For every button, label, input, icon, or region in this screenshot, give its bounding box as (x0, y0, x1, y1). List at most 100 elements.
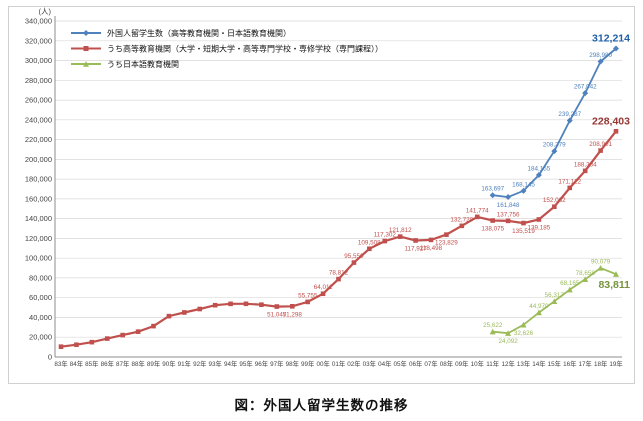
svg-text:85年: 85年 (85, 359, 98, 368)
svg-text:02年: 02年 (347, 359, 360, 368)
y-axis-unit: (人) (39, 7, 52, 16)
svg-text:16年: 16年 (563, 359, 576, 368)
svg-text:200,000: 200,000 (25, 155, 52, 164)
svg-text:98年: 98年 (286, 359, 299, 368)
svg-text:68,165: 68,165 (560, 280, 580, 287)
x-axis-labels: 83年 84年 85年 86年 87年 88年 89年 90年 91年 92年 93年 94年 95年 9… (54, 359, 622, 368)
series-total: 163,697 161,848 168,145 184,155 208,379 239,2… (481, 33, 630, 210)
svg-text:24,092: 24,092 (498, 338, 518, 345)
svg-text:95,550: 95,550 (344, 253, 364, 260)
svg-text:89年: 89年 (147, 359, 160, 368)
svg-text:117,302: 117,302 (374, 232, 397, 239)
svg-text:135,519: 135,519 (512, 228, 535, 235)
svg-text:10年: 10年 (471, 359, 484, 368)
svg-text:25,622: 25,622 (483, 322, 503, 329)
svg-text:93年: 93年 (209, 359, 222, 368)
svg-text:03年: 03年 (363, 359, 376, 368)
svg-text:60,000: 60,000 (29, 293, 52, 302)
svg-text:06年: 06年 (409, 359, 422, 368)
svg-text:139,185: 139,185 (528, 225, 551, 232)
svg-text:123,829: 123,829 (435, 240, 458, 247)
gridlines (55, 20, 622, 358)
svg-text:260,000: 260,000 (25, 96, 52, 105)
svg-text:04年: 04年 (378, 359, 391, 368)
svg-text:95年: 95年 (239, 359, 252, 368)
svg-text:17年: 17年 (579, 359, 592, 368)
svg-text:20,000: 20,000 (29, 333, 52, 342)
svg-text:161,848: 161,848 (497, 202, 520, 209)
svg-text:132,720: 132,720 (450, 216, 473, 223)
svg-text:92年: 92年 (193, 359, 206, 368)
svg-text:99年: 99年 (301, 359, 314, 368)
svg-text:109,508: 109,508 (358, 239, 381, 246)
svg-text:90,079: 90,079 (591, 259, 611, 266)
svg-text:0: 0 (48, 353, 52, 362)
end-value-label: 312,214 (592, 33, 630, 45)
svg-text:07年: 07年 (424, 359, 437, 368)
svg-text:18年: 18年 (594, 359, 607, 368)
svg-text:32,626: 32,626 (514, 330, 534, 337)
svg-text:184,155: 184,155 (528, 166, 551, 173)
svg-text:78,658: 78,658 (576, 270, 596, 277)
svg-text:78,812: 78,812 (329, 270, 349, 277)
svg-text:01年: 01年 (332, 359, 345, 368)
svg-text:87年: 87年 (116, 359, 129, 368)
svg-text:91年: 91年 (178, 359, 191, 368)
svg-text:340,000: 340,000 (25, 17, 52, 26)
svg-text:12年: 12年 (501, 359, 514, 368)
svg-text:117,927: 117,927 (404, 246, 427, 253)
svg-text:168,145: 168,145 (512, 181, 535, 188)
svg-text:100,000: 100,000 (25, 254, 52, 263)
svg-text:121,812: 121,812 (389, 227, 412, 234)
end-value-label: 228,403 (592, 115, 630, 127)
svg-text:08年: 08年 (440, 359, 453, 368)
svg-text:152,062: 152,062 (543, 197, 566, 204)
svg-text:88年: 88年 (131, 359, 144, 368)
svg-text:300,000: 300,000 (25, 56, 52, 65)
svg-text:55,755: 55,755 (298, 292, 318, 299)
svg-text:208,901: 208,901 (589, 141, 612, 148)
svg-text:11年: 11年 (486, 359, 499, 368)
svg-text:83年: 83年 (54, 359, 67, 368)
svg-text:188,384: 188,384 (574, 161, 597, 168)
svg-text:180,000: 180,000 (25, 175, 52, 184)
chart-area: 0 20,000 40,000 60,000 80,000 100,000 120,000 1… (8, 6, 635, 384)
svg-text:160,000: 160,000 (25, 194, 52, 203)
svg-text:うち高等教育機関（大学・短期大学・高等専門学校・専修学校（専: うち高等教育機関（大学・短期大学・高等専門学校・専修学校（専門課程）） (107, 43, 383, 53)
svg-text:84年: 84年 (70, 359, 83, 368)
svg-text:220,000: 220,000 (25, 135, 52, 144)
svg-text:90年: 90年 (162, 359, 175, 368)
svg-text:118,498: 118,498 (420, 245, 443, 252)
y-axis-labels: 0 20,000 40,000 60,000 80,000 100,000 120,000 1… (25, 17, 52, 362)
svg-text:51,047: 51,047 (267, 312, 287, 319)
svg-text:うち日本語教育機関: うち日本語教育機関 (107, 59, 179, 69)
svg-text:05年: 05年 (394, 359, 407, 368)
svg-text:94年: 94年 (224, 359, 237, 368)
svg-text:141,774: 141,774 (466, 207, 489, 214)
svg-text:09年: 09年 (455, 359, 468, 368)
svg-text:56,317: 56,317 (545, 292, 565, 299)
svg-text:280,000: 280,000 (25, 76, 52, 85)
svg-text:171,122: 171,122 (558, 178, 581, 185)
svg-text:14年: 14年 (532, 359, 545, 368)
svg-text:120,000: 120,000 (25, 234, 52, 243)
svg-text:97年: 97年 (270, 359, 283, 368)
svg-text:51,298: 51,298 (283, 311, 303, 318)
svg-text:137,756: 137,756 (497, 211, 520, 218)
svg-text:163,697: 163,697 (481, 186, 504, 193)
svg-text:298,980: 298,980 (589, 52, 612, 59)
end-value-label: 83,811 (598, 279, 630, 291)
svg-text:208,379: 208,379 (543, 142, 566, 149)
svg-text:267,042: 267,042 (574, 84, 597, 91)
svg-text:86年: 86年 (101, 359, 114, 368)
svg-text:40,000: 40,000 (29, 313, 52, 322)
svg-text:19年: 19年 (609, 359, 622, 368)
svg-text:00年: 00年 (316, 359, 329, 368)
svg-text:80,000: 80,000 (29, 273, 52, 282)
svg-text:240,000: 240,000 (25, 115, 52, 124)
svg-text:96年: 96年 (255, 359, 268, 368)
figure-caption: 図：外国人留学生数の推移 (234, 398, 409, 413)
